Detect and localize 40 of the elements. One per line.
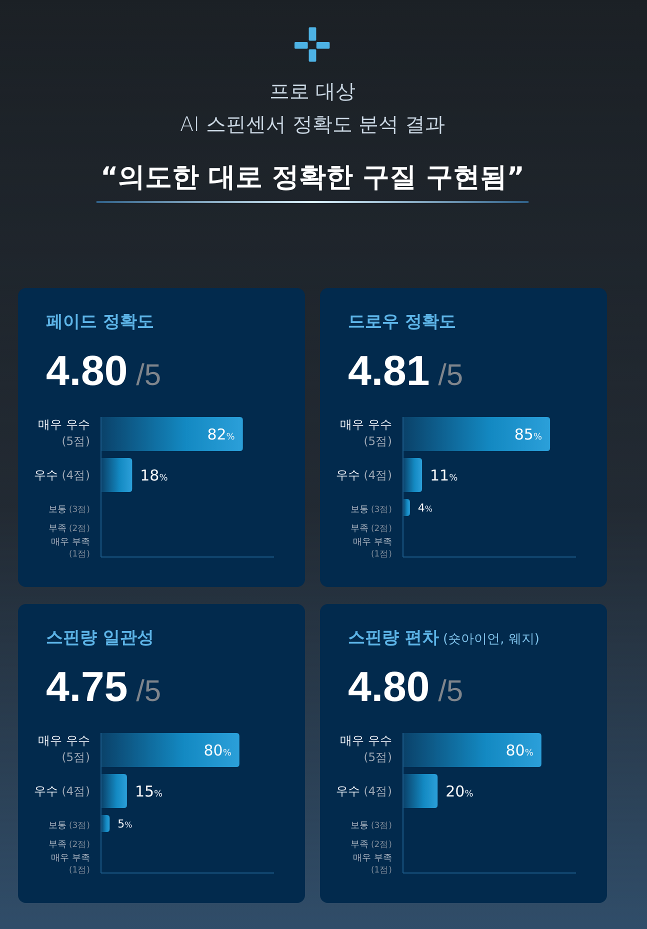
data-label: 20% (446, 782, 474, 800)
data-label: 85% (514, 425, 542, 444)
chart-subtitle: 4.80 /5 (348, 663, 464, 710)
y-tick-label: 우수 (4점) (336, 784, 392, 798)
y-tick-label: 우수 (4점) (336, 468, 392, 482)
y-tick-label: 보통 (3점) (350, 504, 392, 515)
data-label: 5% (118, 817, 133, 830)
chart-title: 드로우 정확도 (348, 312, 456, 332)
y-tick-label: 부족 (2점) (48, 840, 90, 850)
data-label: 18% (140, 466, 168, 484)
y-tick-label: 보통 (3점) (350, 820, 392, 831)
y-tick-label: 우수 (4점) (34, 468, 90, 482)
y-tick-label: 매우 우수 (5점) (340, 417, 392, 448)
y-tick-label: 매우 우수 (5점) (340, 733, 392, 764)
text: “의도한 대로 정확한 구질 구현됨” (100, 162, 525, 193)
chart-title: 스핀량 일관성 (46, 628, 154, 648)
data-label: 80% (204, 741, 232, 760)
chart-title: 스핀량 편차 (숏아이언, 웨지) (348, 628, 540, 648)
text: 프로 대상 AI 스핀센서 정확도 분석 결과 (180, 79, 446, 136)
y-tick-label: 부족 (2점) (350, 840, 392, 850)
data-label: 4% (418, 501, 433, 514)
y-tick-label: 매우 우수 (5점) (38, 733, 90, 764)
y-tick-label: 부족 (2점) (350, 524, 392, 534)
y-tick-label: 보통 (3점) (48, 820, 90, 831)
y-tick-label: 매우 부족 (1점) (51, 853, 90, 876)
y-tick-label: 매우 부족 (1점) (51, 537, 90, 560)
chart-subtitle: 4.81 /5 (348, 347, 464, 394)
data-label: 11% (430, 466, 458, 484)
y-tick-label: 부족 (2점) (48, 524, 90, 534)
y-tick-label: 매우 우수 (5점) (38, 417, 90, 448)
y-tick-label: 우수 (4점) (34, 784, 90, 798)
y-tick-label: 매우 부족 (1점) (353, 537, 392, 560)
y-tick-label: 매우 부족 (1점) (353, 853, 392, 876)
data-label: 82% (207, 425, 236, 444)
chart-title: 페이드 정확도 (46, 312, 154, 332)
chart-subtitle: 4.80 /5 (46, 347, 162, 394)
data-label: 80% (506, 741, 534, 760)
y-tick-label: 보통 (3점) (48, 504, 90, 515)
chart-subtitle: 4.75 /5 (46, 663, 162, 710)
data-label: 15% (134, 782, 164, 800)
